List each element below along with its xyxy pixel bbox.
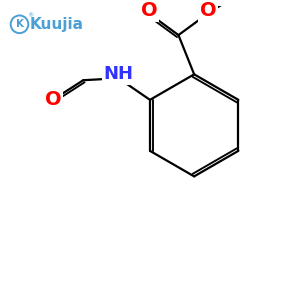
- Text: O: O: [200, 1, 216, 20]
- Text: O: O: [44, 90, 61, 109]
- Text: ®: ®: [27, 13, 33, 18]
- Text: Kuujia: Kuujia: [30, 17, 84, 32]
- Text: O: O: [141, 1, 157, 20]
- Text: NH: NH: [103, 65, 134, 83]
- Text: K: K: [16, 19, 23, 29]
